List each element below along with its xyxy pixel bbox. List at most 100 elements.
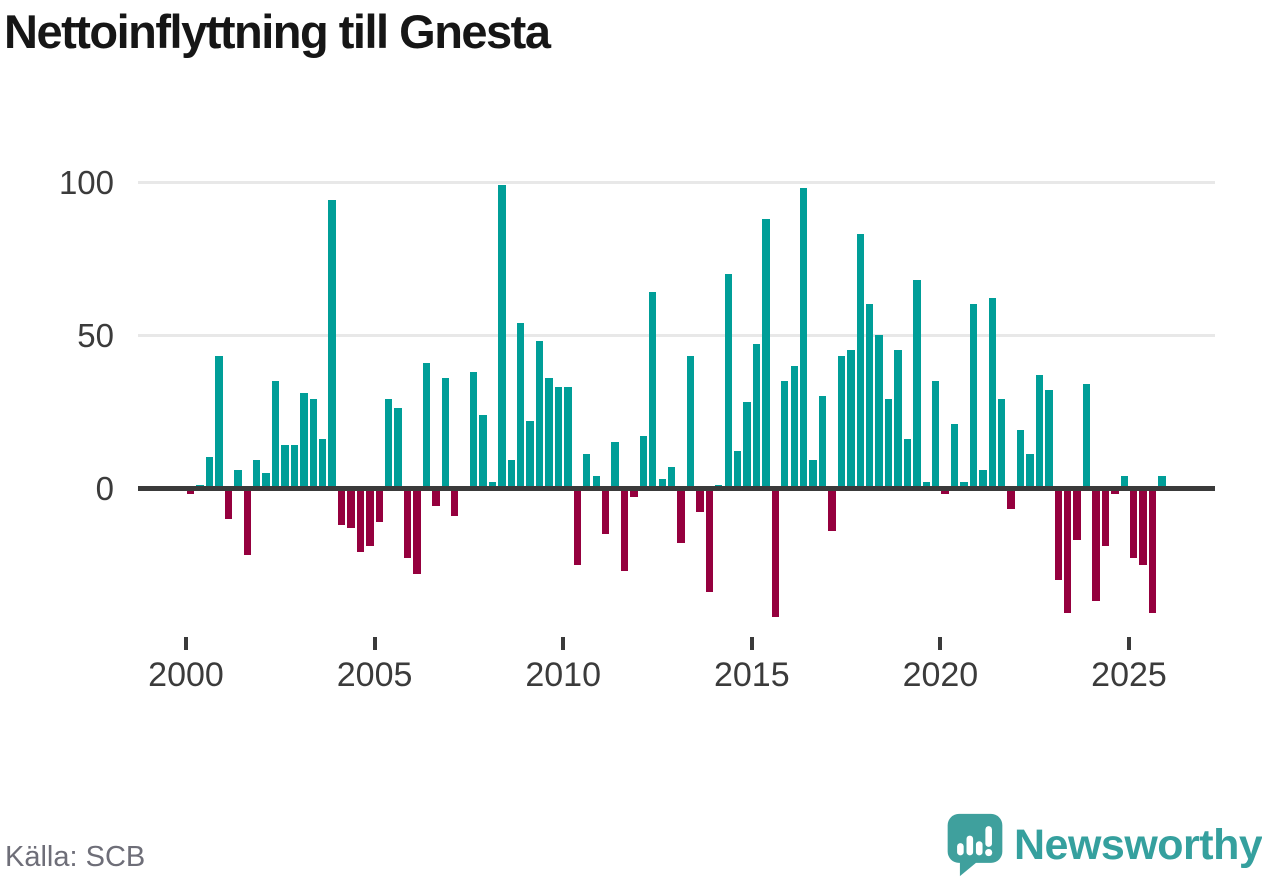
bar-2021Q1 — [979, 469, 987, 488]
bar-2005Q4 — [403, 488, 412, 559]
bar-2008Q2 — [498, 185, 506, 488]
bar-2025Q4 — [1158, 475, 1166, 488]
source-label: Källa: SCB — [5, 841, 146, 873]
x-axis-label-2005: 2005 — [336, 656, 413, 694]
newsworthy-wordmark: Newsworthy — [1014, 821, 1262, 869]
bar-2009Q1 — [526, 420, 534, 488]
x-axis-tick-2020 — [938, 637, 943, 650]
bar-2006Q4 — [441, 377, 450, 488]
bar-2015Q4 — [781, 380, 789, 488]
bar-2017Q2 — [837, 356, 846, 488]
newsworthy-speech-bubble-chart-icon — [947, 813, 1003, 877]
bar-2003Q4 — [328, 200, 336, 488]
bar-2023Q2 — [1064, 488, 1072, 614]
bar-2009Q4 — [554, 387, 563, 488]
bar-2015Q1 — [752, 344, 761, 488]
gridline-y50 — [138, 333, 1215, 337]
bar-2020Q2 — [950, 423, 959, 488]
bar-2010Q4 — [592, 475, 600, 488]
bar-2024Q2 — [1101, 488, 1110, 547]
x-axis-label-2025: 2025 — [1091, 656, 1167, 694]
bar-2011Q3 — [620, 488, 629, 571]
bar-2010Q3 — [583, 454, 591, 488]
bar-2007Q1 — [451, 488, 459, 516]
bar-2011Q1 — [601, 488, 610, 534]
chart-title: Nettoinflyttning till Gnesta — [4, 5, 551, 58]
x-axis-tick-2005 — [372, 637, 377, 650]
bar-2004Q4 — [366, 488, 374, 547]
bar-2021Q3 — [997, 399, 1006, 488]
bar-2002Q3 — [281, 445, 289, 488]
bar-2018Q3 — [884, 399, 893, 488]
bar-2003Q2 — [309, 399, 317, 488]
bar-2019Q1 — [903, 439, 912, 488]
bar-2021Q4 — [1007, 488, 1015, 510]
bar-2022Q3 — [1035, 374, 1044, 488]
x-axis-label-2020: 2020 — [902, 656, 979, 694]
bar-2007Q3 — [469, 371, 478, 488]
bar-2024Q3 — [1111, 488, 1119, 495]
bar-2018Q2 — [875, 335, 883, 488]
bar-2011Q2 — [611, 442, 619, 488]
bar-2006Q3 — [432, 488, 440, 507]
bar-2025Q1 — [1130, 488, 1138, 559]
bar-2022Q4 — [1045, 390, 1053, 488]
bar-2012Q3 — [658, 478, 666, 488]
bar-2023Q4 — [1082, 383, 1091, 488]
x-axis-label-2000: 2000 — [148, 656, 224, 694]
bar-2014Q4 — [743, 402, 751, 488]
bar-2019Q2 — [913, 279, 921, 488]
bar-2001Q2 — [234, 469, 242, 488]
y-axis-label-0: 0 — [95, 470, 114, 507]
x-axis-label-2010: 2010 — [525, 656, 601, 694]
bar-2013Q1 — [677, 488, 685, 544]
bar-2008Q3 — [507, 460, 516, 488]
bar-2002Q4 — [290, 445, 299, 488]
bar-2009Q2 — [535, 341, 544, 488]
bar-2021Q2 — [988, 298, 996, 488]
bar-2010Q2 — [573, 488, 582, 565]
bar-2011Q4 — [630, 488, 638, 498]
bar-2005Q3 — [394, 408, 402, 488]
bar-2023Q1 — [1054, 488, 1062, 580]
x-axis-zero-line — [138, 485, 1215, 491]
bar-2022Q1 — [1016, 429, 1025, 488]
bar-2013Q2 — [686, 356, 695, 488]
bar-2024Q4 — [1120, 475, 1128, 488]
y-axis-label-100: 100 — [58, 164, 114, 201]
bar-2025Q3 — [1148, 488, 1157, 614]
bar-2003Q1 — [300, 393, 308, 488]
bar-2001Q3 — [243, 488, 251, 556]
bar-2004Q2 — [347, 488, 355, 528]
bar-2008Q4 — [517, 322, 525, 488]
bar-2024Q1 — [1092, 488, 1100, 602]
bar-2020Q3 — [960, 481, 968, 488]
bar-2015Q3 — [771, 488, 780, 617]
bar-2002Q2 — [271, 380, 280, 488]
bar-2006Q1 — [413, 488, 421, 574]
bar-2005Q2 — [385, 399, 393, 488]
bar-2004Q3 — [356, 488, 365, 553]
bar-2018Q1 — [865, 304, 874, 488]
bar-2014Q2 — [724, 273, 732, 488]
bar-2010Q1 — [564, 387, 572, 488]
bar-2019Q4 — [931, 380, 940, 488]
x-axis-tick-2000 — [184, 637, 188, 650]
bar-2006Q2 — [422, 362, 431, 488]
bar-2023Q3 — [1073, 488, 1081, 541]
bar-2017Q3 — [847, 350, 855, 488]
bar-2022Q2 — [1026, 454, 1034, 488]
bar-2017Q1 — [828, 488, 836, 531]
bar-2008Q1 — [488, 481, 497, 488]
bar-2004Q1 — [337, 488, 346, 525]
bar-2005Q1 — [375, 488, 383, 522]
bar-2012Q4 — [667, 466, 676, 488]
x-axis-tick-2025 — [1127, 637, 1131, 650]
bar-2000Q3 — [205, 457, 214, 488]
bar-2013Q3 — [696, 488, 704, 513]
bar-2017Q4 — [856, 234, 864, 488]
bar-2012Q1 — [639, 435, 648, 488]
newsworthy-logo: Newsworthy — [942, 812, 1262, 878]
bar-2025Q2 — [1139, 488, 1147, 565]
